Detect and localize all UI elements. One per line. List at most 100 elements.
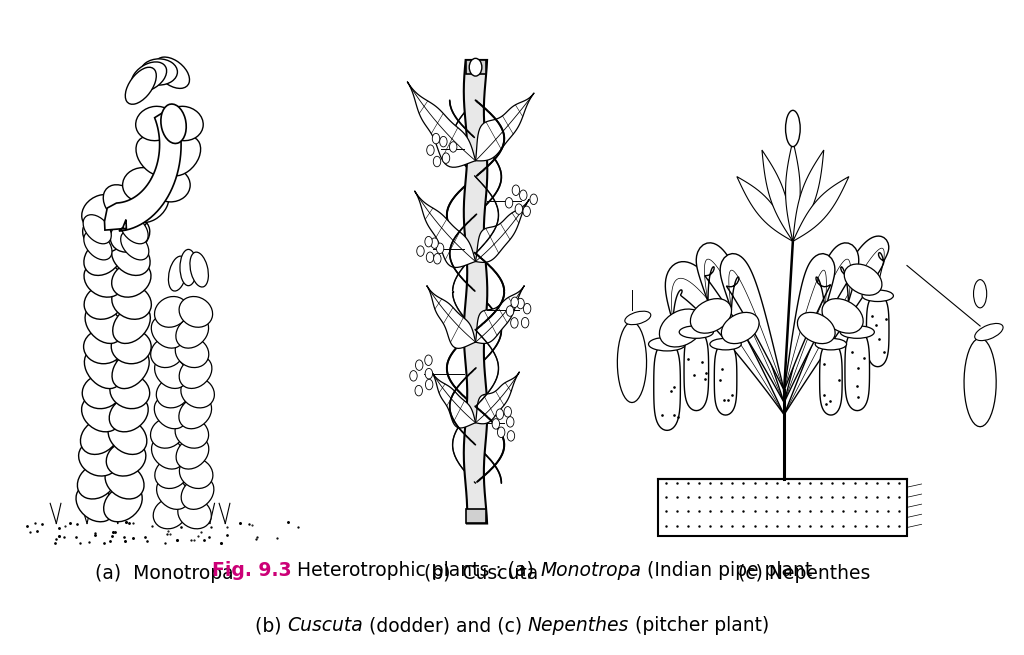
Ellipse shape	[112, 261, 151, 297]
Text: (a)  Monotropa: (a) Monotropa	[94, 564, 233, 583]
Circle shape	[511, 318, 518, 328]
Polygon shape	[720, 253, 784, 390]
Ellipse shape	[155, 458, 188, 489]
Ellipse shape	[84, 238, 123, 275]
Polygon shape	[762, 150, 793, 241]
Ellipse shape	[168, 256, 187, 291]
Ellipse shape	[84, 349, 122, 388]
Text: Cuscuta: Cuscuta	[287, 616, 362, 635]
Circle shape	[511, 297, 518, 308]
Circle shape	[417, 246, 424, 256]
Ellipse shape	[84, 261, 123, 297]
Circle shape	[523, 303, 530, 314]
Ellipse shape	[84, 329, 124, 364]
Circle shape	[506, 306, 514, 316]
Ellipse shape	[110, 195, 148, 230]
Text: Monotropa: Monotropa	[540, 561, 641, 580]
Polygon shape	[684, 330, 709, 411]
Circle shape	[521, 318, 528, 328]
Polygon shape	[475, 372, 519, 424]
Circle shape	[523, 206, 530, 217]
Polygon shape	[464, 60, 487, 523]
Ellipse shape	[105, 463, 144, 499]
Ellipse shape	[155, 297, 188, 328]
Ellipse shape	[176, 437, 209, 469]
Polygon shape	[784, 236, 889, 415]
Polygon shape	[475, 199, 529, 263]
Ellipse shape	[79, 441, 118, 476]
Ellipse shape	[179, 458, 213, 489]
Circle shape	[530, 194, 538, 204]
Circle shape	[432, 134, 439, 144]
Polygon shape	[784, 253, 835, 390]
Circle shape	[515, 204, 522, 214]
Circle shape	[426, 252, 434, 263]
Ellipse shape	[179, 297, 213, 328]
Polygon shape	[793, 150, 823, 241]
Circle shape	[507, 430, 515, 441]
Ellipse shape	[690, 299, 731, 333]
Ellipse shape	[151, 337, 184, 367]
Ellipse shape	[84, 284, 124, 319]
Ellipse shape	[131, 62, 167, 92]
Ellipse shape	[178, 498, 211, 529]
Circle shape	[505, 198, 513, 208]
Text: (c) Nepenthes: (c) Nepenthes	[738, 564, 870, 583]
Text: (pitcher plant): (pitcher plant)	[629, 616, 769, 635]
Ellipse shape	[710, 339, 741, 350]
Polygon shape	[784, 243, 859, 403]
Ellipse shape	[974, 280, 987, 308]
Ellipse shape	[659, 309, 703, 347]
Ellipse shape	[157, 377, 189, 408]
Circle shape	[442, 153, 450, 163]
Ellipse shape	[844, 264, 882, 295]
Polygon shape	[466, 60, 485, 74]
Circle shape	[436, 243, 443, 253]
Polygon shape	[104, 105, 181, 231]
Circle shape	[425, 355, 432, 365]
Ellipse shape	[76, 485, 115, 522]
Ellipse shape	[155, 396, 187, 429]
Ellipse shape	[862, 290, 893, 301]
Polygon shape	[653, 342, 680, 430]
Polygon shape	[737, 177, 793, 241]
Ellipse shape	[83, 215, 112, 244]
Ellipse shape	[85, 305, 123, 343]
Ellipse shape	[131, 185, 169, 223]
Text: Fig. 9.3: Fig. 9.3	[212, 561, 291, 580]
Circle shape	[507, 417, 514, 427]
Ellipse shape	[112, 284, 152, 319]
Polygon shape	[845, 330, 869, 411]
Polygon shape	[466, 510, 485, 523]
Ellipse shape	[106, 441, 145, 476]
Ellipse shape	[175, 417, 209, 448]
Ellipse shape	[815, 339, 847, 350]
Polygon shape	[819, 343, 842, 415]
Ellipse shape	[84, 231, 112, 260]
Circle shape	[425, 379, 433, 390]
Ellipse shape	[83, 217, 122, 252]
Polygon shape	[785, 141, 800, 241]
Polygon shape	[696, 243, 784, 403]
Ellipse shape	[81, 418, 119, 455]
Circle shape	[512, 185, 519, 195]
Ellipse shape	[112, 349, 150, 388]
Ellipse shape	[82, 374, 122, 409]
Ellipse shape	[110, 396, 148, 432]
Ellipse shape	[785, 110, 800, 147]
Polygon shape	[432, 372, 475, 428]
Circle shape	[415, 385, 423, 396]
Ellipse shape	[82, 195, 121, 230]
Ellipse shape	[181, 377, 214, 408]
Ellipse shape	[136, 106, 175, 141]
Ellipse shape	[798, 312, 836, 344]
Polygon shape	[658, 479, 907, 536]
Polygon shape	[793, 177, 849, 241]
Circle shape	[425, 368, 432, 379]
Circle shape	[450, 141, 457, 152]
Ellipse shape	[157, 477, 189, 510]
Ellipse shape	[176, 316, 209, 348]
Ellipse shape	[152, 316, 184, 348]
Ellipse shape	[140, 59, 177, 85]
Polygon shape	[666, 262, 784, 415]
